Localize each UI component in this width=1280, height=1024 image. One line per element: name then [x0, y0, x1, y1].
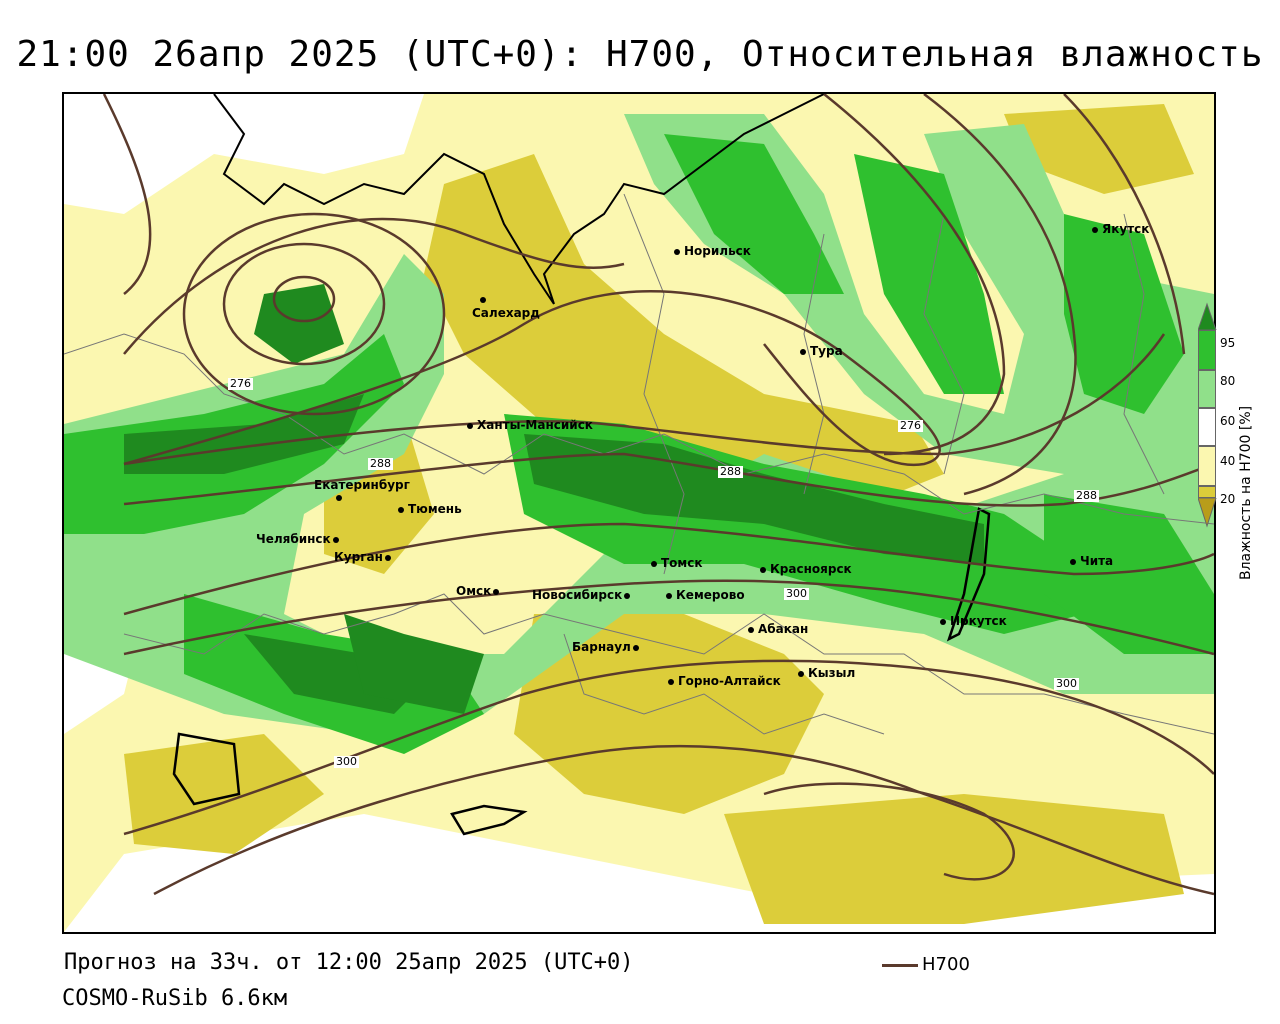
- contour-label: 276: [228, 377, 253, 390]
- city-marker-icon: [798, 670, 804, 677]
- city-marker-icon: [940, 618, 946, 625]
- city-yekaterinburg: [336, 490, 346, 504]
- city-chelyabinsk: Челябинск: [256, 532, 343, 546]
- contour-line-legend: H700: [882, 954, 970, 975]
- city-marker-icon: [760, 566, 766, 573]
- legend-swatch-20-40: [1198, 446, 1216, 486]
- city-marker-icon: [332, 536, 339, 543]
- city-irkutsk: Иркутск: [940, 614, 1007, 628]
- city-marker-icon: [800, 348, 806, 355]
- contour-label: 276: [898, 419, 923, 432]
- city-barnaul: Барнаул: [572, 640, 643, 654]
- city-marker-icon: [1070, 558, 1076, 565]
- city-marker-icon: [384, 554, 391, 561]
- city-salekhard-label: Салехард: [472, 306, 540, 320]
- contour-label: 300: [784, 587, 809, 600]
- city-tomsk: Томск: [651, 556, 703, 570]
- city-marker-icon: [668, 678, 674, 685]
- contour-label: 288: [718, 465, 743, 478]
- city-salekhard: [480, 292, 490, 306]
- city-marker-icon: [624, 592, 631, 599]
- legend-top-arrow-icon: [1198, 302, 1217, 330]
- city-marker-icon: [467, 422, 473, 429]
- city-marker-icon: [493, 588, 500, 595]
- legend-tick-20: 20: [1220, 492, 1236, 506]
- legend-tick-40: 40: [1220, 454, 1236, 468]
- legend-tick-80: 80: [1220, 374, 1236, 388]
- city-tyumen: Тюмень: [398, 502, 462, 516]
- city-marker-icon: [398, 506, 404, 513]
- contour-label: 300: [334, 755, 359, 768]
- city-chita: Чита: [1070, 554, 1113, 568]
- legend-tick-95: 95: [1220, 336, 1236, 350]
- map-panel[interactable]: 276 288 276 288 288 300 300 300 Норильск…: [62, 92, 1216, 934]
- city-marker-icon: [632, 644, 639, 651]
- legend-title: Влажность на H700 [%]: [1238, 405, 1254, 580]
- city-marker-icon: [480, 296, 486, 303]
- model-name: COSMO-RuSib 6.6км: [62, 986, 288, 1011]
- legend-swatch-40-60: [1198, 408, 1216, 446]
- contour-line-swatch: [882, 963, 918, 967]
- legend-tick-60: 60: [1220, 414, 1236, 428]
- city-gorno-altaysk: Горно-Алтайск: [668, 674, 781, 688]
- city-marker-icon: [674, 248, 680, 255]
- city-marker-icon: [1092, 226, 1098, 233]
- city-marker-icon: [666, 592, 672, 599]
- city-kyzyl: Кызыл: [798, 666, 855, 680]
- city-yakutsk: Якутск: [1092, 222, 1149, 236]
- city-marker-icon: [651, 560, 657, 567]
- map-title: 21:00 26апр 2025 (UTC+0): H700, Относите…: [16, 34, 1264, 75]
- city-marker-icon: [336, 494, 342, 501]
- legend-swatch-below-20: [1198, 486, 1216, 498]
- legend-swatch-80-95: [1198, 330, 1216, 370]
- contour-label: 288: [368, 457, 393, 470]
- city-yekaterinburg-label: Екатеринбург: [314, 478, 410, 492]
- legend-swatch-60-80: [1198, 370, 1216, 408]
- city-kemerovo: Кемерово: [666, 588, 745, 602]
- city-omsk: Омск: [456, 584, 503, 598]
- city-novosibirsk: Новосибирск: [532, 588, 634, 602]
- legend-bottom-arrow-icon: [1198, 498, 1217, 528]
- city-marker-icon: [748, 626, 754, 633]
- city-norilsk: Норильск: [674, 244, 751, 258]
- contour-label: 288: [1074, 489, 1099, 502]
- city-khanty-mansiysk: Ханты-Мансийск: [467, 418, 593, 432]
- contour-label: 300: [1054, 677, 1079, 690]
- humidity-color-legend: 95 80 60 40 20: [1198, 300, 1235, 560]
- city-krasnoyarsk: Красноярск: [760, 562, 852, 576]
- humidity-field: [64, 94, 1214, 932]
- city-tura: Тура: [800, 344, 843, 358]
- city-kurgan: Курган: [334, 550, 395, 564]
- city-abakan: Абакан: [748, 622, 808, 636]
- forecast-info: Прогноз на 33ч. от 12:00 25апр 2025 (UTC…: [64, 950, 634, 975]
